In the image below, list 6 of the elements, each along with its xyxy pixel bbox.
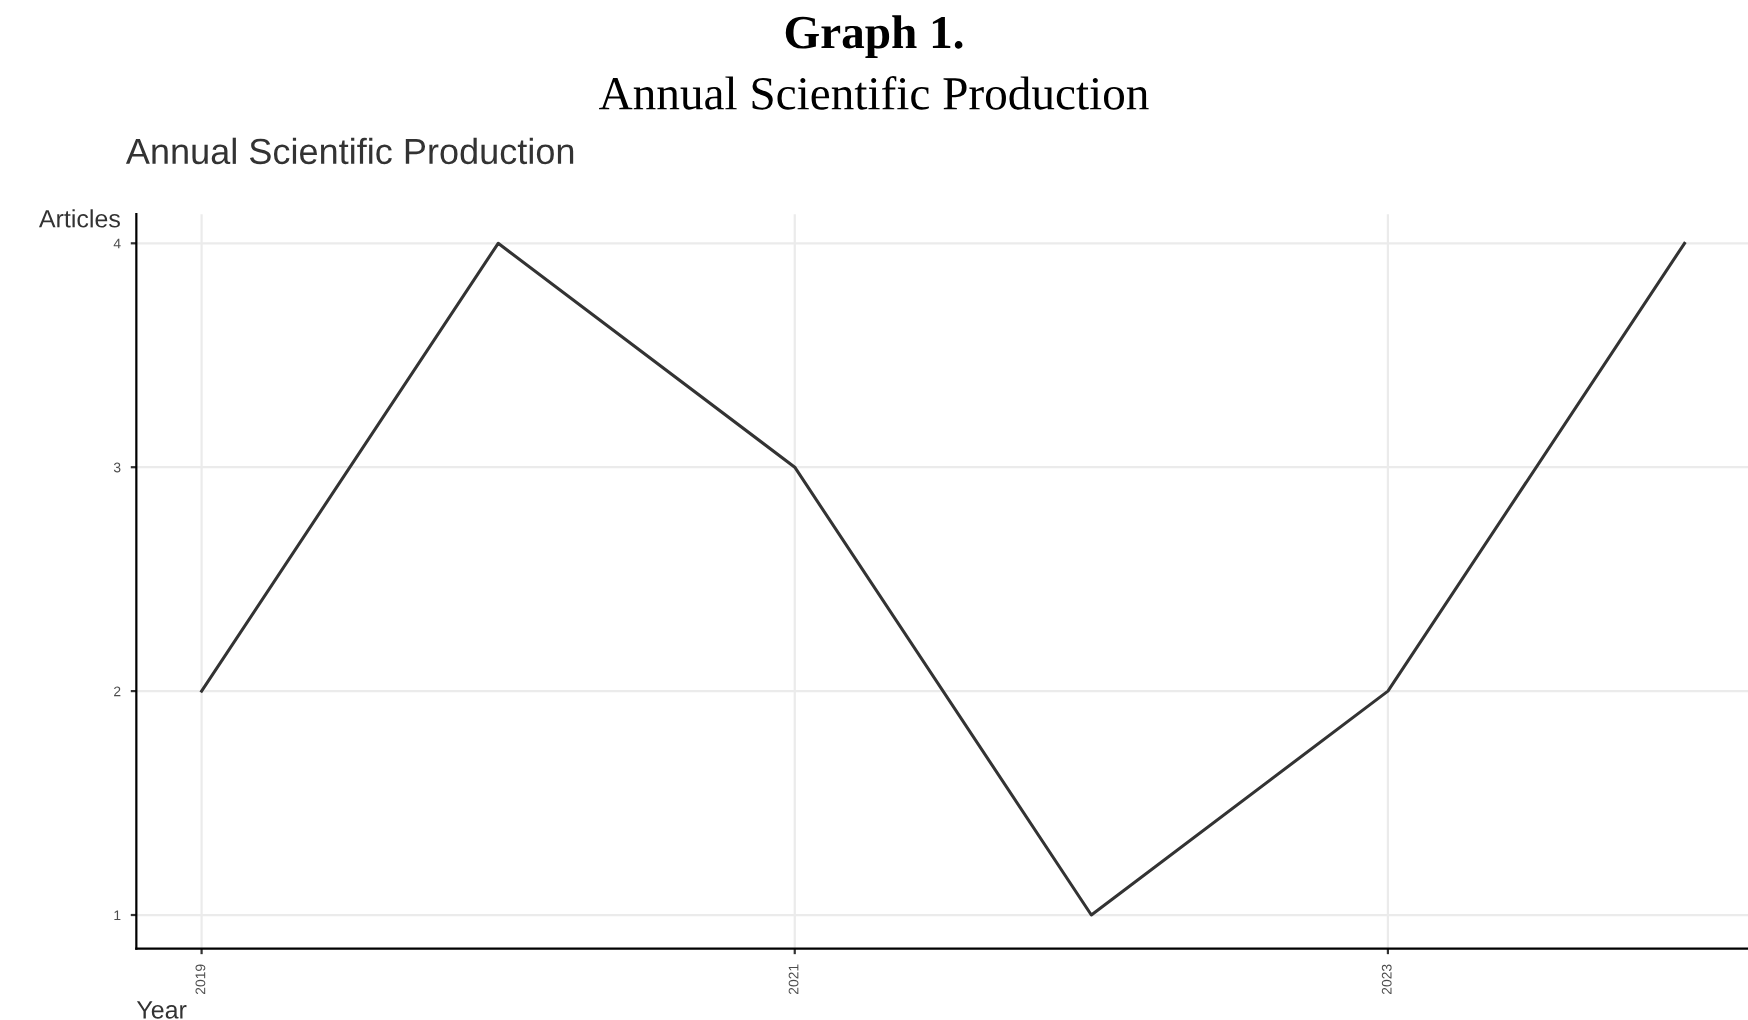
text: Annual Scientific Production — [125, 137, 574, 165]
chart-title: Graph 1. — [785, 15, 963, 59]
line-series — [200, 241, 1687, 917]
chart-subtitle: Annual Scientific Production — [599, 76, 1149, 110]
x-axis-title: Year — [136, 1001, 187, 1019]
y-axis-title: Articles — [38, 209, 120, 228]
